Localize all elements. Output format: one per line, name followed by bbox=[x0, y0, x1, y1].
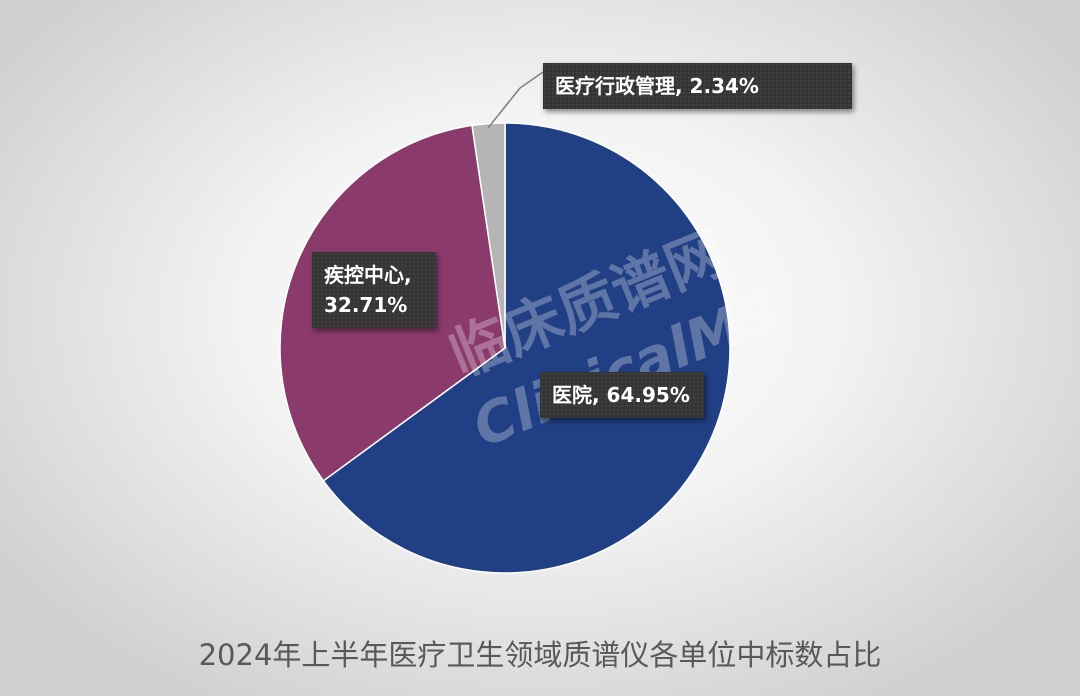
leader-line bbox=[487, 71, 544, 129]
pie-slice bbox=[471, 122, 506, 349]
data-label: 医院, 64.95% bbox=[540, 372, 704, 418]
data-label: 医疗行政管理, 2.34% bbox=[543, 63, 852, 109]
data-label: 疾控中心, 32.71% bbox=[312, 252, 436, 328]
pie-slice bbox=[322, 122, 731, 574]
chart-title: 2024年上半年医疗卫生领域质谱仪各单位中标数占比 bbox=[198, 638, 882, 672]
